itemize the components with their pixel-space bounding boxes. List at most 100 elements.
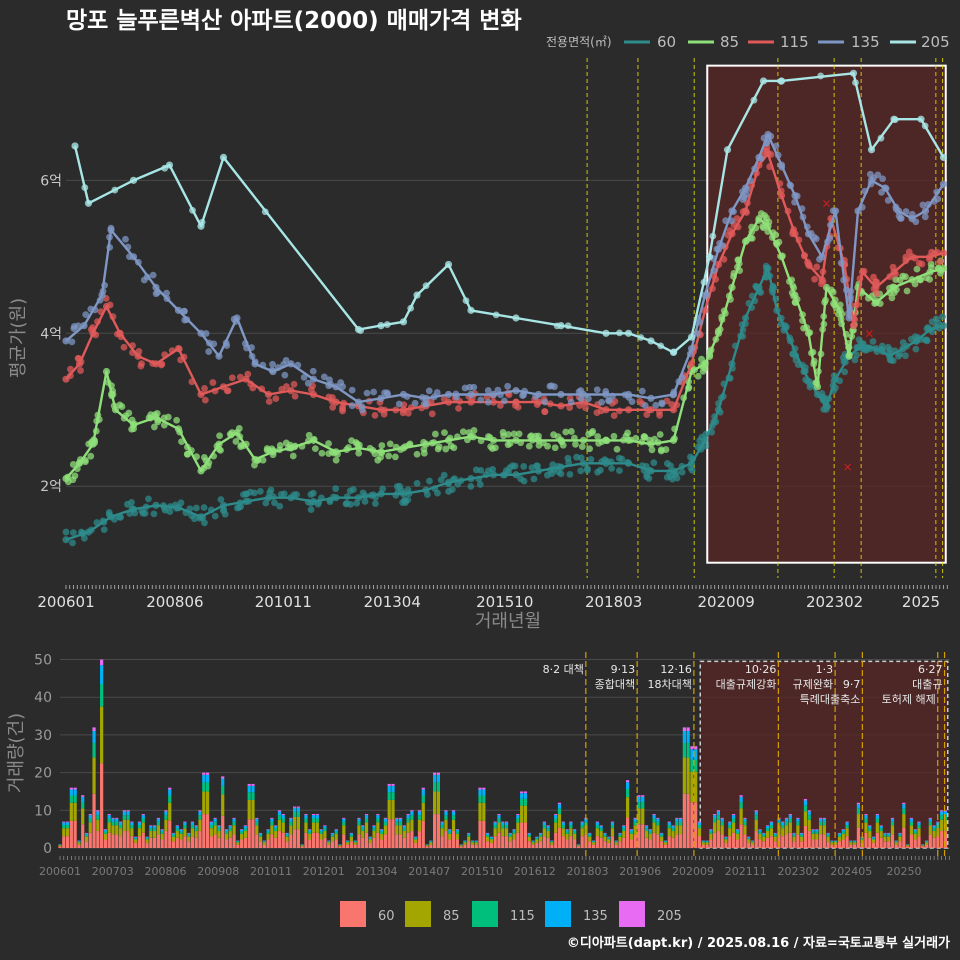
price-point-85 [544,442,551,450]
volume-bar-115 [800,834,804,837]
volume-bar-115 [217,828,221,832]
volume-bar-60 [497,832,501,848]
volume-bar-115 [648,831,652,834]
volume-bar-205 [811,829,815,830]
price-point-135 [68,338,76,346]
price-point-85 [613,445,621,453]
volume-bar-135 [398,818,403,822]
volume-bar-205 [565,829,569,830]
volume-bar-135 [73,789,77,796]
volume-bar-85 [871,839,876,843]
volume-bar-205 [421,787,425,790]
price-point-135 [205,348,213,355]
volume-bar-60 [247,819,251,848]
volume-bar-205 [644,825,649,827]
volume-bar-205 [610,821,615,823]
volume-bar-115 [531,841,535,843]
price-point-85 [550,431,558,439]
volume-bar-60 [463,844,467,848]
volume-bar-135 [168,789,172,796]
volume-bar-115 [815,831,819,834]
price-point-60 [246,488,254,496]
volume-bar-205 [115,817,119,819]
volume-bar-115 [236,841,240,843]
price-point-115 [291,392,299,400]
volume-bar-60 [633,834,637,848]
volume-bar-85 [417,819,422,832]
volume-bar-135 [535,837,539,839]
volume-bar-205 [433,772,437,775]
volume-bar-85 [126,819,130,832]
volume-bar-85 [569,828,573,837]
volume-bar-205 [175,825,179,827]
volume-bar-60 [800,841,804,848]
volume-bar-205 [569,821,573,823]
volume-bar-205 [557,802,562,805]
price-point-115 [283,383,290,390]
volume-bar-205 [296,806,301,808]
volume-bar-115 [724,838,728,840]
volume-bar-60 [485,841,490,848]
volume-bar-205 [716,810,721,812]
volume-bar-85 [834,842,838,845]
volume-bar-135 [111,818,115,822]
price-point-60 [349,486,357,493]
legend-label-205: 205 [921,33,950,51]
price-point-85 [413,450,421,458]
price-point-85 [888,294,896,302]
volume-bar-60 [62,836,66,848]
volume-bar-205 [107,814,111,816]
volume-bar-135 [682,731,686,744]
policy-annotation-2-0: 12·16 [660,663,692,676]
volume-bar-60 [232,834,236,848]
policy-annotation-3-1: 대출규제강화 [716,678,777,691]
price-point-60 [618,455,626,463]
policy-annotation-1-1: 종합대책 [595,678,635,691]
volume-bar-85 [811,833,815,840]
price-outlier-mark-2: × [864,326,874,340]
volume-bar-60 [671,837,675,848]
volume-bar-135 [573,829,577,832]
price-point-135 [202,330,210,337]
volume-bar-135 [391,785,395,793]
volume-bar-85 [762,836,766,842]
price-point-85 [901,273,909,281]
volume-bar-85 [523,805,528,823]
price-point-115 [404,409,412,417]
volume-bar-60 [190,836,195,848]
volume-bar-85 [349,836,353,842]
volume-bar-135 [818,818,823,822]
price-point-135 [269,360,276,368]
volume-bar-60 [788,832,792,848]
volume-bar-115 [311,818,316,823]
volume-bar-60 [516,832,520,848]
volume-bar-60 [906,846,910,848]
volume-bar-115 [542,825,546,829]
volume-bar-115 [285,834,289,837]
price-point-135 [470,383,478,391]
volume-bar-135 [368,837,372,839]
price-point-85 [173,416,180,424]
volume-bar-85 [103,833,108,840]
policy-annotation-1-0: 9·13 [611,663,636,676]
volume-bar-85 [485,836,490,842]
volume-bar-85 [573,833,577,840]
volume-bar-85 [894,842,898,845]
volume-bar-115 [190,825,195,829]
volume-bar-115 [860,838,864,840]
volume-bar-135 [198,811,202,816]
volume-bar-135 [890,818,895,822]
price-point-60 [650,459,658,467]
volume-bar-135 [637,796,641,803]
volume-bar-205 [308,829,312,830]
volume-bar-85 [255,825,259,835]
volume-bar-135 [221,778,225,786]
volume-bar-85 [694,771,698,803]
volume-bar-135 [175,826,179,829]
volume-bar-135 [334,829,338,832]
volume-bar-85 [697,828,702,837]
price-point-115 [371,412,379,419]
volume-bar-115 [599,828,603,832]
volume-bar-205 [205,772,210,775]
